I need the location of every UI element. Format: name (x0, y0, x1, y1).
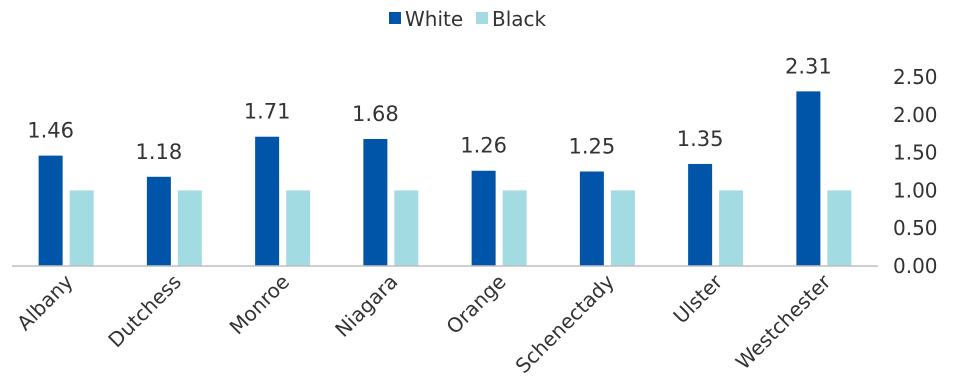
data-label-white-albany: 1.46 (27, 119, 74, 143)
bar-white-westchester (796, 91, 821, 266)
bar-black-niagara (394, 190, 419, 266)
legend-label-white: White (405, 7, 463, 31)
data-labels-group: 1.46 1.18 1.71 1.68 1.26 1.25 1.35 2.31 (27, 54, 832, 163)
bar-white-monroe (255, 136, 280, 266)
bar-white-ulster (688, 163, 713, 266)
y-axis: 0.00 0.50 1.00 1.50 2.00 2.50 (893, 65, 938, 278)
bar-black-orange (502, 190, 527, 266)
x-axis: Albany Dutchess Monroe Niagara Orange Schenec… (12, 269, 836, 378)
x-tick-label-niagara: Niagara (330, 270, 402, 342)
x-tick-label-albany: Albany (12, 269, 78, 335)
data-label-white-ulster: 1.35 (677, 127, 724, 151)
data-label-white-orange: 1.26 (460, 134, 507, 158)
bar-white-dutchess (146, 176, 171, 266)
bar-black-westchester (827, 190, 852, 266)
bar-black-ulster (719, 190, 744, 266)
data-label-white-monroe: 1.71 (244, 100, 291, 124)
legend-swatch-white (389, 12, 401, 24)
bar-black-schenectady (610, 190, 635, 266)
bar-white-albany (38, 155, 63, 266)
x-tick-label-dutchess: Dutchess (103, 270, 186, 353)
bar-white-niagara (363, 138, 388, 266)
bar-white-schenectady (579, 171, 604, 266)
x-tick-label-westchester: Westchester (731, 269, 836, 374)
y-tick-label: 1.50 (893, 141, 938, 165)
y-tick-label: 0.50 (893, 216, 938, 240)
y-tick-label: 2.50 (893, 65, 938, 89)
legend: White Black (389, 7, 547, 31)
x-tick-label-schenectady: Schenectady (511, 269, 619, 377)
legend-label-black: Black (492, 7, 547, 31)
x-tick-label-ulster: Ulster (668, 269, 727, 328)
bar-black-dutchess (177, 190, 202, 266)
y-tick-label: 1.00 (893, 178, 938, 202)
x-tick-label-monroe: Monroe (225, 270, 295, 340)
bars-group (38, 91, 852, 266)
data-label-white-niagara: 1.68 (352, 102, 399, 126)
bar-black-monroe (286, 190, 311, 266)
data-label-white-schenectady: 1.25 (568, 135, 615, 159)
data-label-white-westchester: 2.31 (785, 54, 832, 78)
y-tick-label: 2.00 (893, 103, 938, 127)
bar-white-orange (471, 170, 496, 266)
data-label-white-dutchess: 1.18 (135, 140, 182, 164)
bar-black-albany (69, 190, 94, 266)
x-tick-label-orange: Orange (441, 270, 510, 339)
legend-swatch-black (476, 12, 488, 24)
y-tick-label: 0.00 (893, 254, 938, 278)
